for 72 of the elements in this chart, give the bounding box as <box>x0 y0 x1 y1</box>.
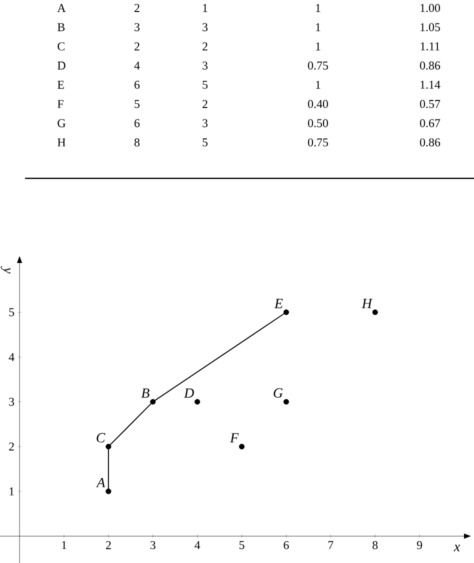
annotation: A <box>96 478 106 488</box>
x-axis-title: x <box>454 544 460 552</box>
text: 0.86 <box>420 62 440 70</box>
text: 6 <box>134 119 140 128</box>
point <box>372 309 378 316</box>
text: 1 <box>316 42 320 50</box>
y-tick-label: 4 <box>8 353 14 361</box>
y-tick-label: 1 <box>10 487 14 496</box>
x-tick-label: 1 <box>62 541 66 550</box>
annotation: B <box>141 388 150 398</box>
annotation: D <box>184 388 194 398</box>
text: C <box>58 42 65 50</box>
text: 0.40 <box>308 100 328 108</box>
annotation: G <box>274 388 283 398</box>
annotation: E <box>274 298 283 308</box>
text: 0.75 <box>308 62 328 70</box>
y-axis-title: y <box>0 266 10 274</box>
y-tick-label: 5 <box>9 308 14 316</box>
text: F <box>58 100 64 108</box>
text: 3 <box>134 23 140 32</box>
point <box>283 309 290 316</box>
text: E <box>58 80 64 89</box>
text: 0.86 <box>420 138 440 146</box>
text: 1 <box>316 80 320 89</box>
annotation: H <box>362 298 373 308</box>
text: 5 <box>202 80 208 89</box>
text: B <box>58 23 65 32</box>
text: 1.14 <box>420 80 440 89</box>
x-tick-label: 3 <box>150 541 156 550</box>
x-tick-label: 6 <box>284 541 289 550</box>
text: 1.05 <box>420 23 440 32</box>
text: 3 <box>202 62 208 70</box>
x-tick-label: 5 <box>239 541 244 550</box>
text: H <box>58 138 66 146</box>
text: 2 <box>202 100 208 108</box>
text: 1.11 <box>420 42 440 50</box>
text: 3 <box>202 119 208 128</box>
text: 1.00 <box>420 4 440 12</box>
text: A <box>57 4 66 12</box>
text: 6 <box>134 80 140 89</box>
text: 5 <box>202 138 208 146</box>
text: 0.57 <box>420 100 440 108</box>
text: 4 <box>134 62 140 70</box>
point <box>106 488 112 494</box>
point <box>238 444 245 450</box>
text: 1 <box>316 4 320 12</box>
x-tick-label: 7 <box>328 541 334 549</box>
x-tick-label: 4 <box>194 541 200 550</box>
text: 5 <box>134 100 140 108</box>
annotation: C <box>96 433 106 442</box>
text: 0.67 <box>420 119 440 128</box>
text: 2 <box>134 4 140 12</box>
x-tick-label: 2 <box>106 541 111 550</box>
point <box>194 399 200 405</box>
text: 8 <box>134 138 140 146</box>
y-tick-label: 3 <box>9 398 14 406</box>
text: 2 <box>134 42 140 50</box>
text: 0.75 <box>308 138 328 146</box>
text: 1 <box>316 23 320 32</box>
text: 1 <box>203 4 208 12</box>
x-tick-label: 9 <box>416 541 422 550</box>
point <box>283 399 290 405</box>
text: 2 <box>202 42 208 50</box>
x-tick-label: 8 <box>372 541 378 550</box>
y-tick-label: 2 <box>9 442 14 451</box>
text: 3 <box>202 23 208 32</box>
point <box>150 399 156 405</box>
text: D <box>58 62 66 70</box>
point <box>106 444 112 450</box>
text: G <box>58 119 66 128</box>
annotation: F <box>230 433 239 442</box>
text: 0.50 <box>308 119 328 128</box>
